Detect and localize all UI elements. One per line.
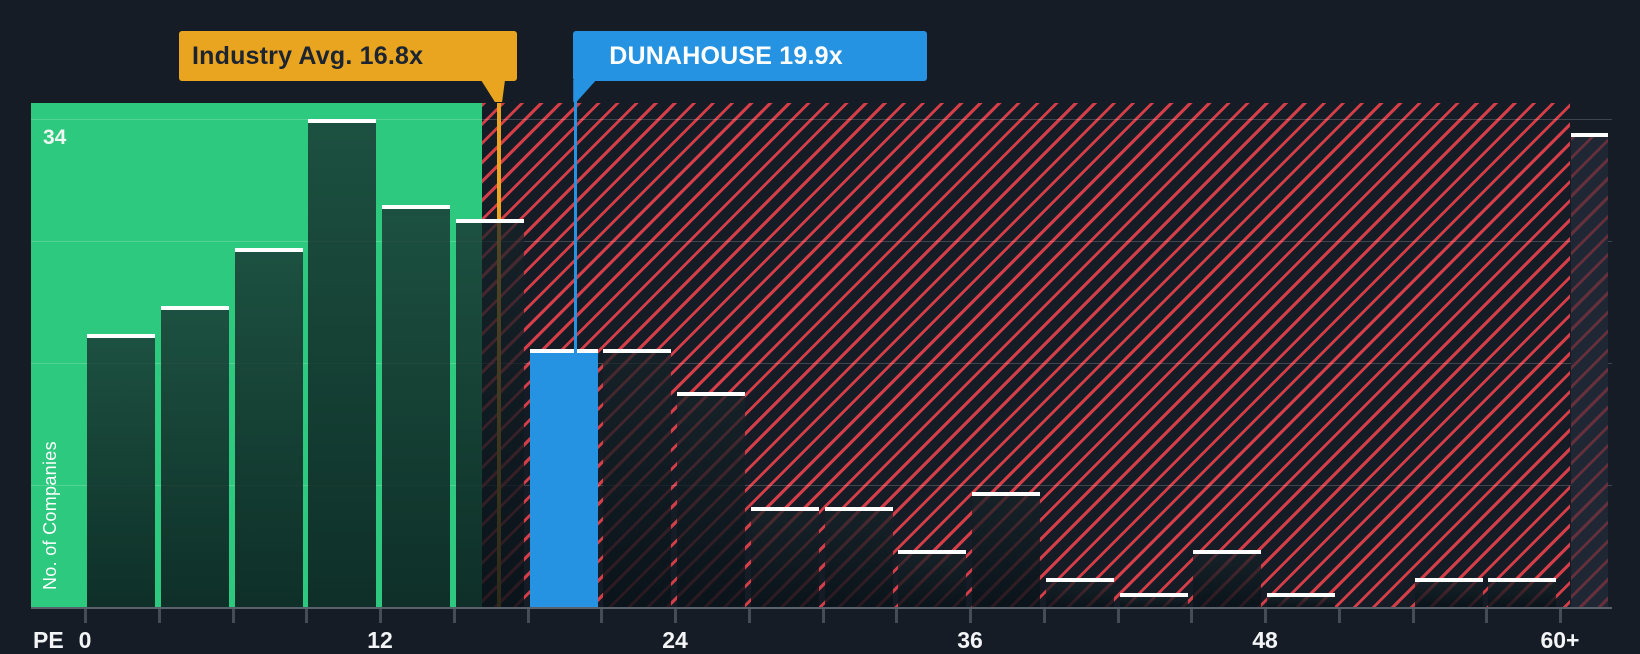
industry-avg-callout[interactable]: Industry Avg. 16.8x <box>178 31 517 81</box>
x-axis-tick <box>452 609 456 623</box>
gridline <box>31 241 1612 242</box>
x-axis-tick <box>674 609 677 623</box>
histogram-bar[interactable] <box>1267 592 1336 607</box>
x-axis-tick-label: 60+ <box>1540 627 1580 653</box>
company-indicator-line <box>574 96 578 354</box>
histogram-bar[interactable] <box>1119 592 1188 607</box>
x-axis-tick <box>305 609 309 623</box>
x-axis-tick <box>1411 609 1415 623</box>
x-axis-tick <box>1116 609 1120 623</box>
company-callout-pointer <box>573 80 597 102</box>
histogram-bar[interactable] <box>677 391 746 607</box>
x-axis-tick <box>1559 609 1562 623</box>
histogram-bar[interactable] <box>750 506 819 607</box>
x-axis-tick <box>1337 609 1341 623</box>
x-axis-tick-label: 24 <box>662 627 688 653</box>
x-axis-tick <box>84 609 87 623</box>
x-axis-tick <box>526 609 530 623</box>
histogram-bar[interactable] <box>824 506 893 607</box>
histogram-bar[interactable] <box>1193 549 1262 607</box>
histogram-bar[interactable] <box>382 205 451 607</box>
x-axis-tick <box>821 609 825 623</box>
x-axis-tick <box>895 609 899 623</box>
x-axis-tick-label: 36 <box>957 627 983 653</box>
histogram-bar[interactable] <box>972 492 1041 607</box>
x-axis-tick-label: 0 <box>78 627 92 653</box>
x-axis-tick <box>1190 609 1194 623</box>
gridline <box>31 363 1612 364</box>
histogram-bar[interactable] <box>234 248 303 607</box>
histogram-bar[interactable] <box>308 119 377 607</box>
histogram-bar[interactable] <box>529 348 598 607</box>
gridline <box>31 485 1612 486</box>
y-axis-title: No. of Companies <box>40 441 60 590</box>
x-axis-tick-label: 12 <box>367 627 393 653</box>
histogram-bar[interactable] <box>1571 133 1608 607</box>
x-axis-tick <box>157 609 161 623</box>
histogram-bar[interactable] <box>1488 578 1557 607</box>
x-axis-prefix-label: PE <box>33 627 64 653</box>
x-axis-line <box>31 607 1612 609</box>
x-axis-tick <box>969 609 972 623</box>
industry-avg-callout-label: Industry Avg. 16.8x <box>191 41 424 70</box>
x-axis-tick <box>231 609 235 623</box>
y-axis-max-label: 34 <box>43 126 67 149</box>
histogram-bar[interactable] <box>1045 578 1114 607</box>
x-axis-tick <box>1264 609 1267 623</box>
histogram-bar[interactable] <box>603 348 672 607</box>
histogram-bar[interactable] <box>898 549 967 607</box>
x-axis-tick-label: 48 <box>1252 627 1278 653</box>
histogram-bar[interactable] <box>455 219 524 607</box>
industry-callout-pointer <box>480 80 505 102</box>
histogram-bar[interactable] <box>87 334 156 607</box>
company-callout[interactable]: DUNAHOUSE 19.9x <box>573 31 928 81</box>
company-callout-label: DUNAHOUSE 19.9x <box>609 41 843 70</box>
histogram-bar[interactable] <box>1414 578 1483 607</box>
x-axis-tick <box>600 609 604 623</box>
gridline <box>31 119 1612 120</box>
histogram-bar[interactable] <box>160 305 229 607</box>
x-axis-tick <box>747 609 751 623</box>
x-axis-tick <box>1485 609 1489 623</box>
x-axis-tick <box>379 609 382 623</box>
x-axis-tick <box>1042 609 1046 623</box>
